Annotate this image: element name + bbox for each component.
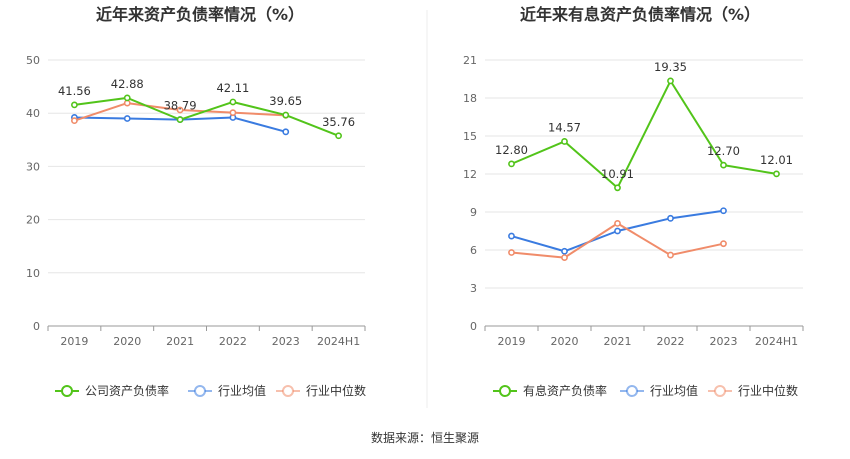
y-tick-label: 10: [26, 267, 40, 280]
y-tick-label: 9: [470, 206, 477, 219]
legend-label: 公司资产负债率: [85, 383, 169, 398]
data-point-company: [123, 94, 131, 102]
y-tick-label: 3: [470, 282, 477, 295]
x-tick-label: 2019: [60, 335, 88, 348]
legend-item-company: 有息资产负债率: [493, 383, 607, 398]
y-tick-label: 15: [463, 130, 477, 143]
data-point-industry-mean: [720, 207, 727, 215]
y-tick-label: 20: [26, 214, 40, 227]
chart-panel-1: 近年来资产负债率情况（%） 0 10 20 30 40 50 2019 2020 2021 2022…: [26, 5, 366, 398]
data-point-company: [667, 77, 674, 85]
data-source-label: 数据来源：恒生聚源: [371, 430, 479, 445]
data-label: 12.70: [707, 144, 740, 158]
data-point-company: [614, 184, 621, 192]
legend-swatch-marker: [61, 385, 73, 397]
x-tick-label: 2020: [551, 335, 579, 348]
series-line-company: [511, 79, 777, 189]
data-point-company: [335, 132, 342, 140]
y-tick-label: 0: [470, 320, 477, 333]
data-label: 41.56: [58, 84, 91, 98]
y-tick-label: 0: [33, 320, 40, 333]
x-tick-label: 2023: [710, 335, 738, 348]
y-tick-label: 12: [463, 168, 477, 181]
x-tick-label: 2019: [498, 335, 526, 348]
data-label: 42.88: [111, 77, 144, 91]
x-tick-label: 2020: [113, 335, 141, 348]
data-label: 10.91: [601, 167, 634, 181]
series-line-company: [74, 96, 339, 137]
chart-title: 近年来有息资产负债率情况（%）: [520, 5, 760, 24]
data-label: 19.35: [654, 60, 687, 74]
legend-label: 有息资产负债率: [523, 383, 607, 398]
x-tick-label: 2022: [219, 335, 247, 348]
legend-item-industry-mean: 行业均值: [620, 383, 698, 398]
data-point-industry-median: [176, 106, 184, 114]
legend-label: 行业均值: [218, 383, 266, 398]
legend-item-industry-median: 行业中位数: [276, 383, 366, 398]
x-tick-label: 2023: [272, 335, 300, 348]
data-point-company: [176, 116, 184, 124]
data-point-industry-median: [71, 117, 78, 125]
data-label: 12.80: [495, 143, 528, 157]
data-point-industry-mean: [123, 115, 131, 122]
y-tick-label: 6: [470, 244, 477, 257]
y-tick-label: 40: [26, 107, 40, 120]
x-tick-label: 2022: [657, 335, 685, 348]
data-point-company: [282, 111, 290, 119]
x-tick-label: 2024H1: [317, 335, 360, 348]
y-tick-label: 18: [463, 92, 477, 105]
data-label: 14.57: [548, 120, 581, 134]
legend-swatch-marker: [626, 385, 638, 397]
data-point-company: [71, 101, 78, 109]
data-point-industry-median: [720, 240, 727, 248]
data-point-company: [773, 170, 780, 178]
legend-item-industry-median: 行业中位数: [708, 383, 798, 398]
x-tick-label: 2021: [604, 335, 632, 348]
data-point-industry-median: [508, 249, 515, 256]
data-point-company: [229, 98, 237, 106]
legend-swatch-marker: [714, 385, 726, 397]
data-label: 39.65: [269, 94, 302, 108]
data-label: 38.79: [164, 99, 197, 113]
x-tick-label: 2024H1: [755, 335, 798, 348]
data-point-industry-mean: [667, 214, 674, 222]
chart-title: 近年来资产负债率情况（%）: [96, 5, 304, 24]
legend-swatch-marker: [499, 385, 511, 397]
x-tick-label: 2021: [166, 335, 194, 348]
data-point-industry-median: [561, 254, 568, 261]
data-label: 42.11: [216, 81, 249, 95]
data-point-industry-mean: [508, 232, 515, 240]
data-point-company: [720, 161, 727, 169]
data-point-industry-mean: [561, 247, 568, 255]
y-tick-label: 50: [26, 54, 40, 67]
legend-swatch-marker: [194, 385, 206, 397]
legend-label: 行业均值: [650, 383, 698, 398]
legend-swatch-marker: [282, 385, 294, 397]
y-tick-label: 30: [26, 160, 40, 173]
legend-label: 行业中位数: [738, 383, 798, 398]
data-label: 35.76: [322, 115, 355, 129]
y-tick-label: 21: [463, 54, 477, 67]
legend-label: 行业中位数: [306, 383, 366, 398]
data-point-company: [508, 160, 515, 168]
data-point-industry-median: [667, 251, 674, 259]
data-point-industry-median: [614, 219, 621, 227]
data-label: 12.01: [760, 153, 793, 167]
data-point-industry-mean: [614, 227, 621, 235]
chart-panel-2: 近年来有息资产负债率情况（%） 0 3 6 9 12 15 18 21 2019 2020 2021 2…: [463, 5, 804, 398]
data-point-industry-median: [229, 109, 237, 117]
data-point-industry-mean: [282, 128, 290, 136]
data-point-company: [561, 138, 568, 145]
legend-item-company: 公司资产负债率: [55, 383, 169, 398]
legend-item-industry-mean: 行业均值: [188, 383, 266, 398]
